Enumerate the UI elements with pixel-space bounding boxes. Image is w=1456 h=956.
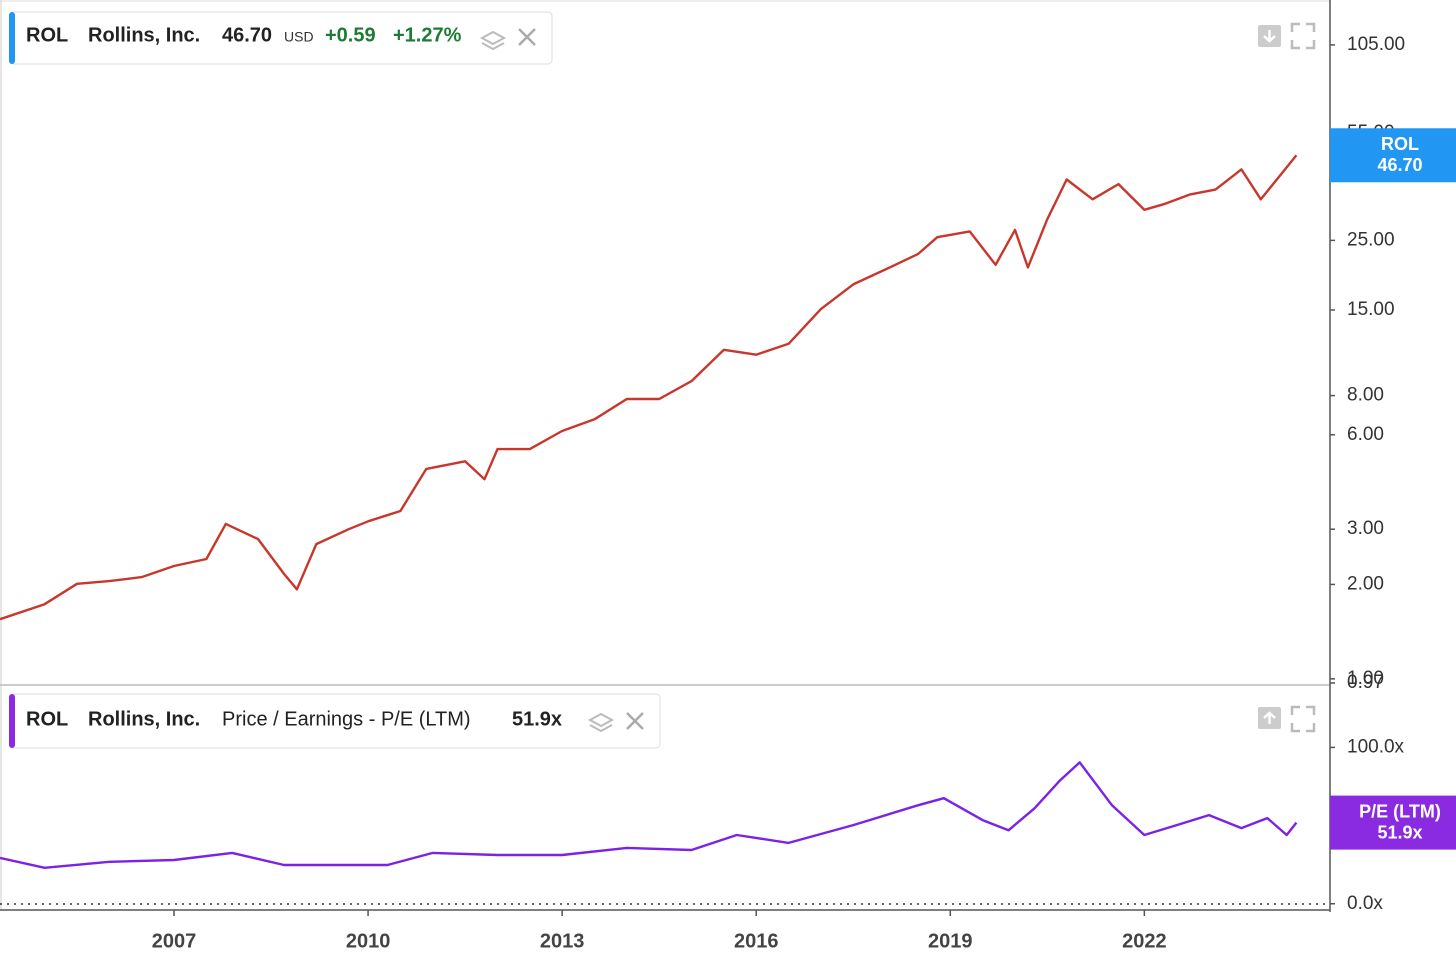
y-tick-label: 0.97	[1347, 672, 1384, 693]
y-tick-label: 2.00	[1347, 573, 1384, 594]
close-icon[interactable]	[518, 28, 536, 46]
layers-icon[interactable]	[587, 712, 615, 733]
upload-arrow	[1263, 711, 1276, 724]
expand-icon[interactable]	[1290, 705, 1316, 733]
price: 46.70	[222, 24, 272, 46]
x-tick-label: 2022	[1122, 930, 1167, 952]
company-name: Rollins, Inc.	[88, 708, 200, 730]
change-pct: +1.27%	[393, 24, 462, 46]
legend-bar	[9, 694, 15, 748]
close-icon[interactable]	[626, 712, 644, 730]
price-tag-value: 46.70	[1377, 155, 1422, 175]
price-tag-value: 51.9x	[1377, 822, 1422, 842]
price-tag	[1330, 128, 1456, 183]
y-tick-label: 1.00	[1347, 668, 1384, 689]
price-tag-name: P/E (LTM)	[1359, 801, 1441, 821]
y-tick-label: 6.00	[1347, 424, 1384, 445]
expand-icon[interactable]	[1290, 22, 1316, 50]
change: +0.59	[325, 24, 376, 46]
currency: USD	[284, 29, 314, 45]
ticker: ROL	[26, 24, 68, 46]
x-tick-label: 2013	[540, 930, 585, 952]
company-name: Rollins, Inc.	[88, 24, 200, 46]
x-tick-label: 2019	[928, 930, 973, 952]
y-tick-label: 0.0x	[1347, 893, 1383, 914]
y-tick-label: 15.00	[1347, 299, 1395, 320]
legend-bar	[9, 12, 15, 64]
metric: Price / Earnings - P/E (LTM)	[222, 708, 471, 730]
x-tick-label: 2010	[346, 930, 391, 952]
y-tick-label: 105.00	[1347, 34, 1405, 55]
ticker: ROL	[26, 708, 68, 730]
price-tag-name: ROL	[1381, 134, 1419, 154]
y-tick-label: 100.0x	[1347, 736, 1405, 757]
x-tick-label: 2016	[734, 930, 779, 952]
series-line	[0, 154, 1298, 621]
layers-icon[interactable]	[479, 30, 507, 51]
metric-value: 51.9x	[512, 708, 562, 730]
download-arrow	[1263, 30, 1276, 43]
x-tick-label: 2007	[152, 930, 197, 952]
y-tick-label: 8.00	[1347, 385, 1384, 406]
price-tag	[1330, 795, 1456, 850]
series-line	[0, 761, 1298, 869]
y-tick-label: 25.00	[1347, 229, 1395, 250]
y-tick-label: 3.00	[1347, 518, 1384, 539]
